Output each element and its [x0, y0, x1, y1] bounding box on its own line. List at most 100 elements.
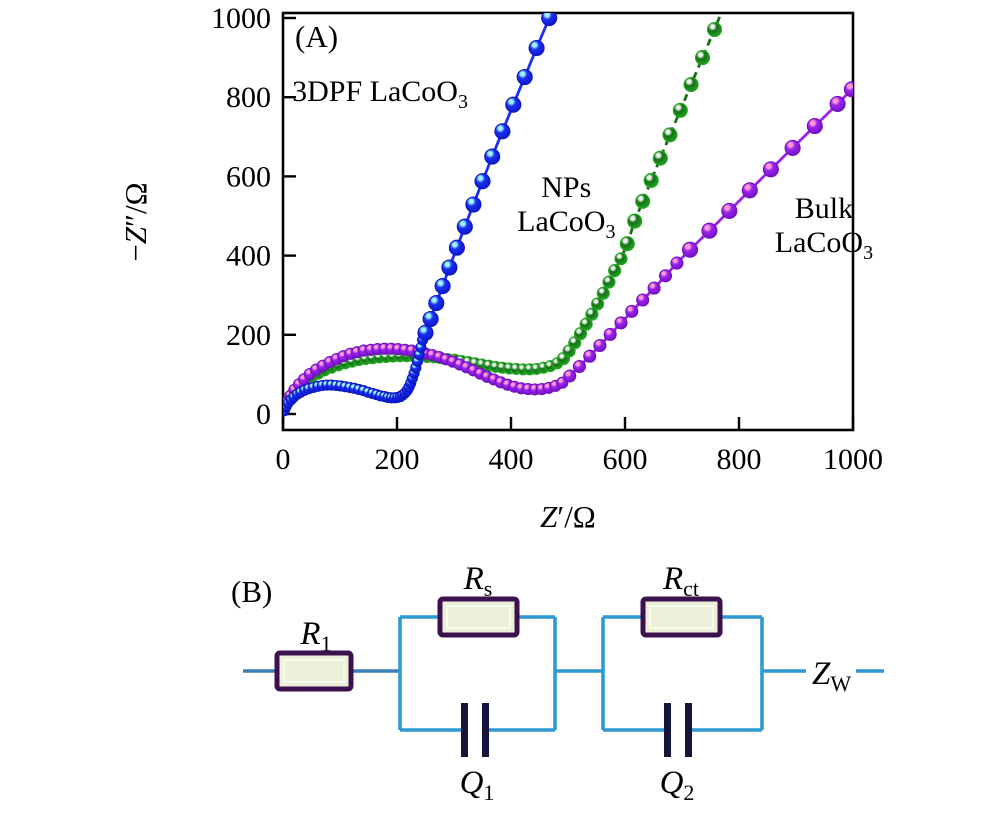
data-point	[516, 68, 533, 86]
data-point	[652, 150, 668, 166]
data-point	[572, 359, 586, 374]
label-q1: Q1	[460, 765, 495, 805]
capacitor-q1-plate-right	[482, 703, 489, 757]
resistor-rct-inner	[649, 605, 714, 629]
resistor-r1-inner	[283, 659, 345, 683]
y-axis: 0 200 400 600 800 1000	[211, 2, 296, 431]
data-point	[694, 50, 711, 66]
data-point	[608, 264, 622, 278]
y-axis-title: −Z″/Ω	[118, 182, 153, 261]
data-point	[627, 213, 643, 229]
data-point	[706, 21, 723, 38]
data-point	[635, 193, 651, 209]
x-axis-title: Z′/Ω	[540, 499, 596, 534]
data-point	[762, 161, 779, 178]
series-area	[283, 13, 853, 417]
data-point	[441, 259, 458, 276]
data-point	[434, 278, 451, 295]
label-nps-lacoo3: NPs	[541, 171, 591, 204]
data-point	[591, 297, 605, 311]
data-point	[422, 310, 439, 328]
data-point	[681, 241, 699, 258]
data-point	[647, 281, 661, 295]
data-point	[603, 327, 617, 341]
data-point	[672, 102, 688, 118]
x-tick-label: 0	[276, 443, 291, 476]
resistor-r1	[274, 650, 354, 692]
x-tick-label: 600	[603, 443, 648, 476]
data-point	[448, 239, 465, 256]
label-rct: Rct	[662, 561, 699, 601]
data-point	[456, 218, 473, 235]
x-axis: 0 200 400 600 800 1000	[276, 417, 883, 476]
label-nps-lacoo3: LaCoO3	[517, 205, 615, 243]
x-tick-label: 1000	[823, 443, 883, 476]
data-point	[614, 316, 628, 330]
label-rs: Rs	[463, 561, 493, 601]
y-tick-label: 400	[226, 240, 271, 273]
data-point	[643, 172, 659, 188]
y-tick-label: 0	[256, 398, 271, 431]
y-tick-label: 200	[226, 319, 271, 352]
data-point	[585, 307, 599, 321]
label-zw: ZW	[812, 656, 851, 696]
data-point	[843, 81, 853, 98]
panel-b-background	[0, 545, 1000, 832]
data-point	[428, 295, 445, 312]
data-point	[593, 338, 607, 353]
data-point	[829, 95, 846, 112]
data-point	[541, 13, 558, 27]
resistor-rs-inner	[446, 605, 511, 629]
data-point	[662, 127, 678, 143]
plot-frame	[281, 11, 855, 432]
data-point	[602, 275, 616, 289]
nyquist-plot-panel-a: 0 200 400 600 800 1000 0 200 400 600 800 1000 Z′/Ω −Z…	[0, 0, 1000, 545]
panel-a-label: (A)	[295, 19, 338, 54]
capacitor-q1-plate-left	[461, 703, 468, 757]
data-point	[579, 317, 593, 331]
equivalent-circuit-panel-b: R1 Rs Rct Q1 Q2 ZW (B)	[0, 545, 1000, 832]
data-point	[614, 252, 628, 266]
label-3dpf-lacoo3: 3DPF LaCoO3	[292, 75, 468, 113]
data-point	[670, 256, 684, 270]
capacitor-q2-plate-right	[685, 703, 692, 757]
data-point	[465, 196, 482, 213]
data-point	[505, 96, 522, 113]
data-point	[658, 269, 673, 283]
x-tick-label: 200	[375, 443, 420, 476]
label-r1: R1	[299, 616, 331, 656]
data-point	[573, 327, 588, 341]
label-bulk-lacoo3: LaCoO3	[775, 226, 873, 264]
data-point	[721, 202, 738, 219]
y-tick-label: 800	[226, 81, 271, 114]
data-point	[625, 304, 639, 318]
data-point	[619, 236, 635, 252]
panel-b-label: (B)	[231, 574, 272, 609]
y-axis-title-text: −Z″/Ω	[118, 182, 153, 261]
y-tick-label: 600	[226, 160, 271, 193]
data-point	[583, 349, 597, 363]
label-bulk-lacoo3: Bulk	[795, 192, 853, 225]
capacitor-q2-plate-left	[664, 703, 671, 757]
data-point	[741, 182, 758, 199]
data-point	[596, 286, 610, 300]
x-tick-label: 800	[717, 443, 762, 476]
data-point	[683, 76, 699, 93]
series-3dpf-lacoo3	[283, 13, 558, 417]
resistor-rct	[640, 596, 723, 638]
x-tick-label: 400	[489, 443, 534, 476]
resistor-rs	[437, 596, 520, 638]
data-point	[474, 173, 491, 190]
data-point	[806, 118, 823, 135]
label-q2: Q2	[660, 765, 695, 805]
y-tick-label: 1000	[211, 2, 271, 35]
data-point	[417, 324, 434, 341]
panel-a-background	[0, 0, 1000, 545]
data-point	[636, 293, 650, 307]
data-point	[494, 123, 511, 140]
data-point	[701, 222, 718, 239]
data-point	[563, 369, 577, 383]
data-point	[484, 148, 501, 165]
data-point	[784, 139, 801, 156]
